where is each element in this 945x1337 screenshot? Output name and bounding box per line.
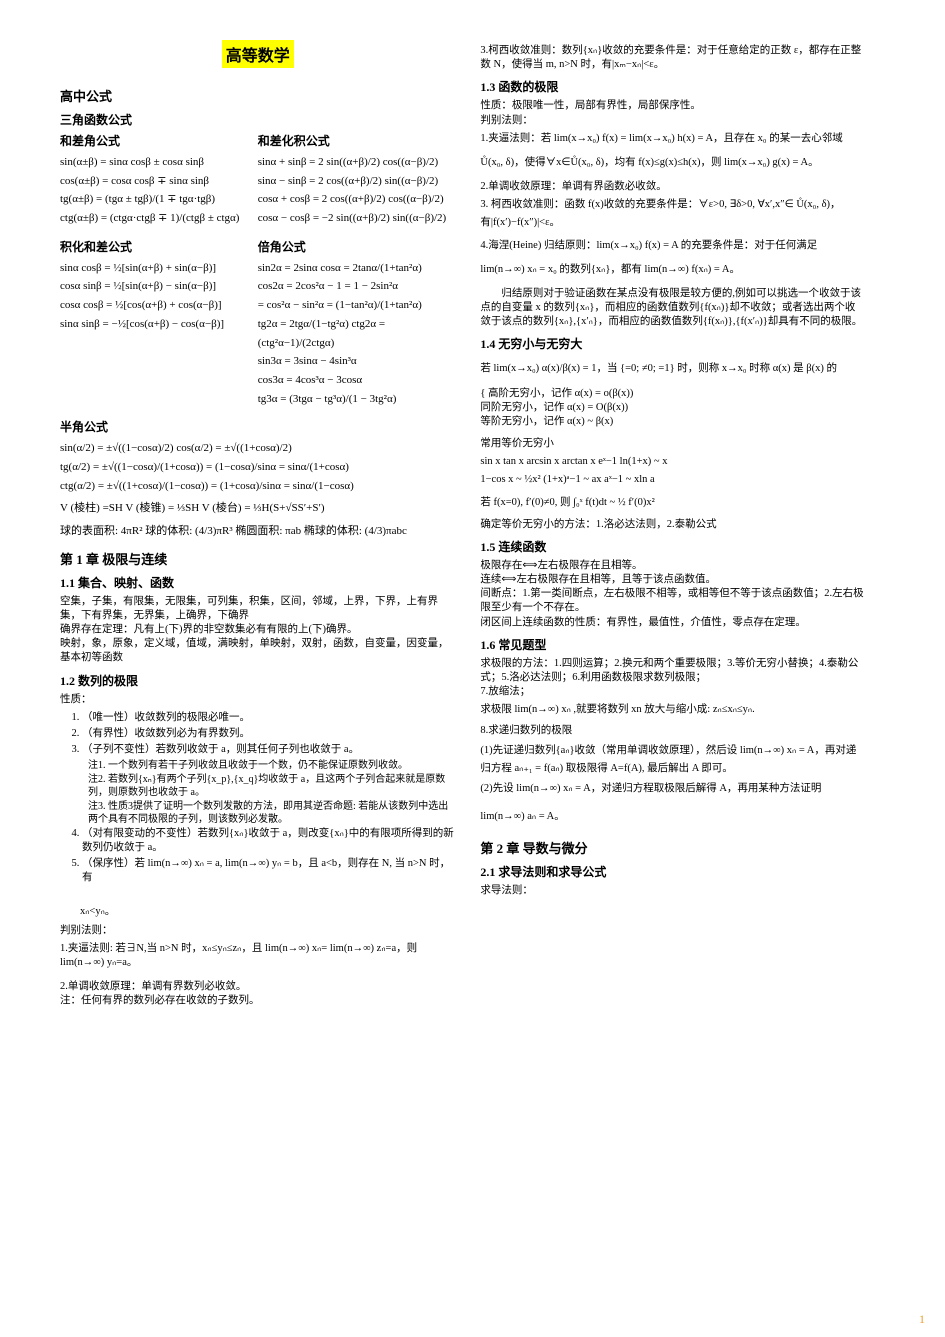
s16-body2: 求极限 lim(n→∞) xₙ ,就要将数列 xn 放大与缩小成: zₙ≤xₙ≤… [480,703,865,717]
double-label: 倍角公式 [258,238,456,255]
sum-prod-formulas: sinα + sinβ = 2 sin((α+β)/2) cos((α−β)/2… [258,153,456,228]
s21-body: 求导法则： [480,884,865,898]
half-angle-heading: 半角公式 [60,418,455,435]
s15-body: 极限存在⟺左右极限存在且相等。 连续⟺左右极限存在且相等，且等于该点函数值。 间… [480,559,865,630]
volume-formula: V (棱柱) =SH V (棱锥) = ⅓SH V (棱台) = ⅓H(S+√S… [60,499,455,518]
hs-formulas-heading: 高中公式 [60,86,455,105]
trig-heading: 三角函数公式 [60,111,455,128]
s16-body1: 求极限的方法：1.四则运算；2.换元和两个重要极限；3.等价无穷小替换；4.泰勒… [480,657,865,700]
sum-diff-label: 和差角公式 [60,132,258,149]
chapter2-title: 第 2 章 导数与微分 [480,838,865,857]
s14-equiv1: sin x tan x arcsin x arctan x eˣ−1 ln(1+… [480,455,865,469]
s16-body5: 归方程 aₙ₊₁ = f(aₙ) 取极限得 A=f(A), 最后解出 A 即可。 [480,762,865,776]
half-angle-formulas: sin(α/2) = ±√((1−cosα)/2) cos(α/2) = ±√(… [60,439,455,495]
s16-title: 1.6 常见题型 [480,636,865,653]
s14-f2: { 高阶无穷小，记作 α(x) = o(β(x)) 同阶无穷小，记作 α(x) … [480,387,865,430]
s13-title: 1.3 函数的极限 [480,78,865,95]
s12-note3: 注3. 性质3提供了证明一个数列发散的方法，即用其逆否命题: 若能从该数列中选出… [60,800,455,827]
s16-body4: (1)先证递归数列{aₙ}收敛（常用单调收敛原理），然后设 lim(n→∞) x… [480,744,865,758]
chapter1-title: 第 1 章 极限与连续 [60,549,455,568]
s12-note2: 注2. 若数列{xₙ}有两个子列{x_p},{x_q}均收敛于 a，且这两个子列… [60,773,455,800]
s16-body6: (2)先设 lim(n→∞) xₙ = A，对递归方程取极限后解得 A，再用某种… [480,782,865,796]
s14-equiv2: 1−cos x ~ ½x² (1+x)ᵃ−1 ~ ax aˣ−1 ~ xln a [480,473,865,487]
sum-prod-label: 和差化积公式 [258,132,456,149]
s13-rule1: 1.夹逼法则：若 lim(x→x₀) f(x) = lim(x→x₀) h(x)… [480,132,865,146]
s16-body3: 8.求递归数列的极限 [480,724,865,738]
sum-diff-formulas: sin(α±β) = sinα cosβ ± cosα sinβ cos(α±β… [60,153,258,228]
s12-title: 1.2 数列的极限 [60,672,455,689]
s13-rule1b: Ů(x₀, δ)，使得∀x∈Ů(x₀, δ)，均有 f(x)≤g(x)≤h(x)… [480,156,865,170]
s12-props-list: （唯一性）收敛数列的极限必唯一。 （有界性）收敛数列必为有界数列。 （子列不变性… [60,711,455,758]
main-title: 高等数学 [222,40,294,68]
s12-tail: xₙ<yₙ。 [60,905,455,919]
s12-props-label: 性质： [60,693,455,707]
s12-rule1: 1.夹逼法则: 若∃N,当 n>N 时，xₙ≤yₙ≤zₙ，且 lim(n→∞) … [60,942,455,970]
s13-rule2: 2.单调收敛原理：单调有界函数必收敛。 [480,180,865,194]
s11-body: 空集，子集，有限集，无限集，可列集，积集，区间，邻域，上界，下界，上有界集，下有… [60,595,455,666]
prod-sum-formulas: sinα cosβ = ½[sin(α+β) + sin(α−β)] cosα … [60,259,258,409]
s14-taylor: 若 f(x=0), f′(0)≠0, 则 ∫₀ˣ f(t)dt ~ ½ f′(0… [480,496,865,510]
sphere-formula: 球的表面积: 4πR² 球的体积: (4/3)πR³ 椭圆面积: πab 椭球的… [60,522,455,541]
s12-note1: 注1. 一个数列有若干子列收敛且收敛于一个数，仍不能保证原数列收敛。 [60,759,455,773]
s13-rule4: 4.海涅(Heine) 归结原则：lim(x→x₀) f(x) = A 的充要条… [480,239,865,253]
s12-rules-label: 判别法则： [60,924,455,938]
s14-f1: 若 lim(x→x₀) α(x)/β(x) = 1，当 {=0; ≠0; =1}… [480,362,865,376]
s15-title: 1.5 连续函数 [480,538,865,555]
s11-title: 1.1 集合、映射、函数 [60,574,455,591]
right-r1: 3.柯西收敛准则：数列{xₙ}收敛的充要条件是：对于任意给定的正数 ε，都存在正… [480,44,865,72]
s12-rule2: 2.单调收敛原理：单调有界数列必收敛。 注：任何有界的数列必存在收敛的子数列。 [60,980,455,1008]
s13-rule4b: lim(n→∞) xₙ = x₀ 的数列{xₙ}，都有 lim(n→∞) f(x… [480,263,865,277]
s14-title: 1.4 无穷小与无穷大 [480,335,865,352]
page-number: 1 [919,1312,925,1327]
double-formulas: sin2α = 2sinα cosα = 2tanα/(1+tan²α) cos… [258,259,456,409]
s14-method: 确定等价无穷小的方法：1.洛必达法则，2.泰勒公式 [480,518,865,532]
s21-title: 2.1 求导法则和求导公式 [480,863,865,880]
s13-rule3b: 有|f(x′)−f(x″)|<ε。 [480,216,865,230]
s16-body7: lim(n→∞) aₙ = A。 [480,810,865,824]
prod-sum-label: 积化和差公式 [60,238,258,255]
s14-equiv-label: 常用等价无穷小 [480,437,865,451]
s13-note: 归结原则对于验证函数在某点没有极限是较方便的,例如可以挑选一个收敛于该点的自变量… [480,287,865,330]
s13-rule3: 3. 柯西收敛准则：函数 f(x)收敛的充要条件是：∀ε>0, ∃δ>0, ∀x… [480,198,865,212]
s13-body1: 性质：极限唯一性，局部有界性，局部保序性。 判别法则： [480,99,865,127]
s12-props-list2: （对有限变动的不变性）若数列{xₙ}收敛于 a，则改变{xₙ}中的有限项所得到的… [60,827,455,886]
